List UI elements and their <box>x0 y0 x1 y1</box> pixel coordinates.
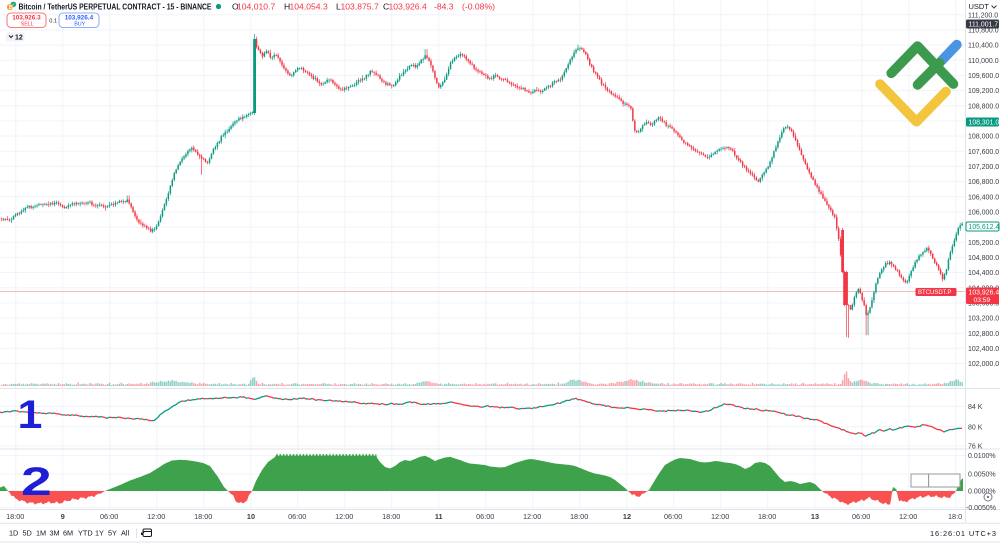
svg-text:10: 10 <box>247 512 255 521</box>
svg-text:12: 12 <box>15 35 23 42</box>
svg-text:06:00: 06:00 <box>664 512 682 521</box>
svg-text:16:26:01 UTC+3: 16:26:01 UTC+3 <box>930 529 996 538</box>
svg-text:0.0100%: 0.0100% <box>968 453 996 460</box>
svg-text:06:00: 06:00 <box>852 512 870 521</box>
svg-text:109,600.0: 109,600.0 <box>968 73 999 80</box>
svg-text:108,301.0: 108,301.0 <box>969 119 1000 126</box>
svg-text:110,800.0: 110,800.0 <box>968 28 999 35</box>
svg-text:12:00: 12:00 <box>523 512 541 521</box>
svg-text:5Y: 5Y <box>108 529 117 538</box>
svg-text:102,400.0: 102,400.0 <box>968 346 999 353</box>
svg-text:18:0: 18:0 <box>948 512 962 521</box>
svg-text:18:00: 18:00 <box>758 512 776 521</box>
svg-text:06:00: 06:00 <box>100 512 118 521</box>
svg-text:80 K: 80 K <box>968 424 983 431</box>
svg-text:105,612.4: 105,612.4 <box>969 224 1000 231</box>
svg-text:All: All <box>121 529 129 538</box>
svg-text:109,200.0: 109,200.0 <box>968 88 999 95</box>
svg-text:12:00: 12:00 <box>711 512 729 521</box>
svg-text:107,600.0: 107,600.0 <box>968 149 999 156</box>
svg-text:H: H <box>284 2 290 12</box>
svg-text:L: L <box>336 2 341 12</box>
svg-text:102,800.0: 102,800.0 <box>968 331 999 338</box>
svg-text:SELL: SELL <box>21 22 34 28</box>
svg-text:104,054.3: 104,054.3 <box>290 2 328 12</box>
svg-text:103,926.4: 103,926.4 <box>65 14 94 21</box>
svg-text:103,875.7: 103,875.7 <box>341 2 379 12</box>
svg-text:11: 11 <box>435 512 443 521</box>
svg-text:12:00: 12:00 <box>335 512 353 521</box>
svg-text:12:00: 12:00 <box>147 512 165 521</box>
svg-text:18:00: 18:00 <box>570 512 588 521</box>
svg-text:USDT: USDT <box>969 2 990 11</box>
svg-text:C: C <box>383 2 389 12</box>
svg-text:5D: 5D <box>23 529 32 538</box>
svg-text:108,000.0: 108,000.0 <box>968 134 999 141</box>
svg-text:06:00: 06:00 <box>288 512 306 521</box>
svg-text:YTD: YTD <box>78 529 93 538</box>
svg-text:18:00: 18:00 <box>6 512 24 521</box>
svg-text:1: 1 <box>18 392 43 436</box>
svg-text:110,400.0: 110,400.0 <box>968 43 999 50</box>
svg-text:107,200.0: 107,200.0 <box>968 164 999 171</box>
svg-text:6M: 6M <box>63 529 73 538</box>
svg-text:03:59: 03:59 <box>974 297 991 304</box>
svg-text:108,800.0: 108,800.0 <box>968 103 999 110</box>
svg-text:12: 12 <box>623 512 631 521</box>
svg-text:₿: ₿ <box>8 4 13 11</box>
svg-text:9: 9 <box>61 512 65 521</box>
svg-text:0.1: 0.1 <box>49 18 57 24</box>
svg-text:12:00: 12:00 <box>899 512 917 521</box>
svg-text:106,800.0: 106,800.0 <box>968 179 999 186</box>
svg-text:106,000.0: 106,000.0 <box>968 210 999 217</box>
svg-text:103,926.3: 103,926.3 <box>12 14 41 21</box>
svg-text:105,200.0: 105,200.0 <box>968 240 999 247</box>
svg-text:1Y: 1Y <box>95 529 104 538</box>
svg-text:18:00: 18:00 <box>382 512 400 521</box>
svg-text:103,926.4: 103,926.4 <box>969 289 1000 296</box>
svg-text:2: 2 <box>21 459 52 504</box>
svg-text:0.0000%: 0.0000% <box>968 488 996 495</box>
svg-text:-0.0050%: -0.0050% <box>966 505 996 512</box>
svg-text:104,800.0: 104,800.0 <box>968 255 999 262</box>
svg-text:18:00: 18:00 <box>194 512 212 521</box>
svg-text:103,926.4: 103,926.4 <box>389 2 427 12</box>
svg-text:0.0050%: 0.0050% <box>968 472 996 479</box>
svg-text:(-0.08%): (-0.08%) <box>462 2 495 12</box>
svg-text:76 K: 76 K <box>968 444 983 451</box>
svg-text:13: 13 <box>811 512 819 521</box>
svg-text:111,001.7: 111,001.7 <box>969 21 999 28</box>
svg-text:1D: 1D <box>9 529 18 538</box>
svg-text:BTCUSDT.P: BTCUSDT.P <box>918 290 951 296</box>
svg-text:1M: 1M <box>36 529 46 538</box>
svg-text:104,010.7: 104,010.7 <box>237 2 275 12</box>
svg-text:102,000.0: 102,000.0 <box>968 361 999 368</box>
svg-text:3M: 3M <box>50 529 60 538</box>
svg-text:-84.3: -84.3 <box>434 2 454 12</box>
svg-text:84 K: 84 K <box>968 404 983 411</box>
svg-text:O: O <box>232 2 239 12</box>
svg-text:103,200.0: 103,200.0 <box>968 316 999 323</box>
svg-text:106,400.0: 106,400.0 <box>968 194 999 201</box>
svg-text:06:00: 06:00 <box>476 512 494 521</box>
svg-text:Bitcoin / TetherUS PERPETUAL C: Bitcoin / TetherUS PERPETUAL CONTRACT - … <box>19 2 212 12</box>
svg-text:111,200.0: 111,200.0 <box>968 12 998 19</box>
svg-text:BUY: BUY <box>74 22 85 28</box>
svg-text:110,000.0: 110,000.0 <box>968 58 999 65</box>
svg-text:104,400.0: 104,400.0 <box>968 270 999 277</box>
